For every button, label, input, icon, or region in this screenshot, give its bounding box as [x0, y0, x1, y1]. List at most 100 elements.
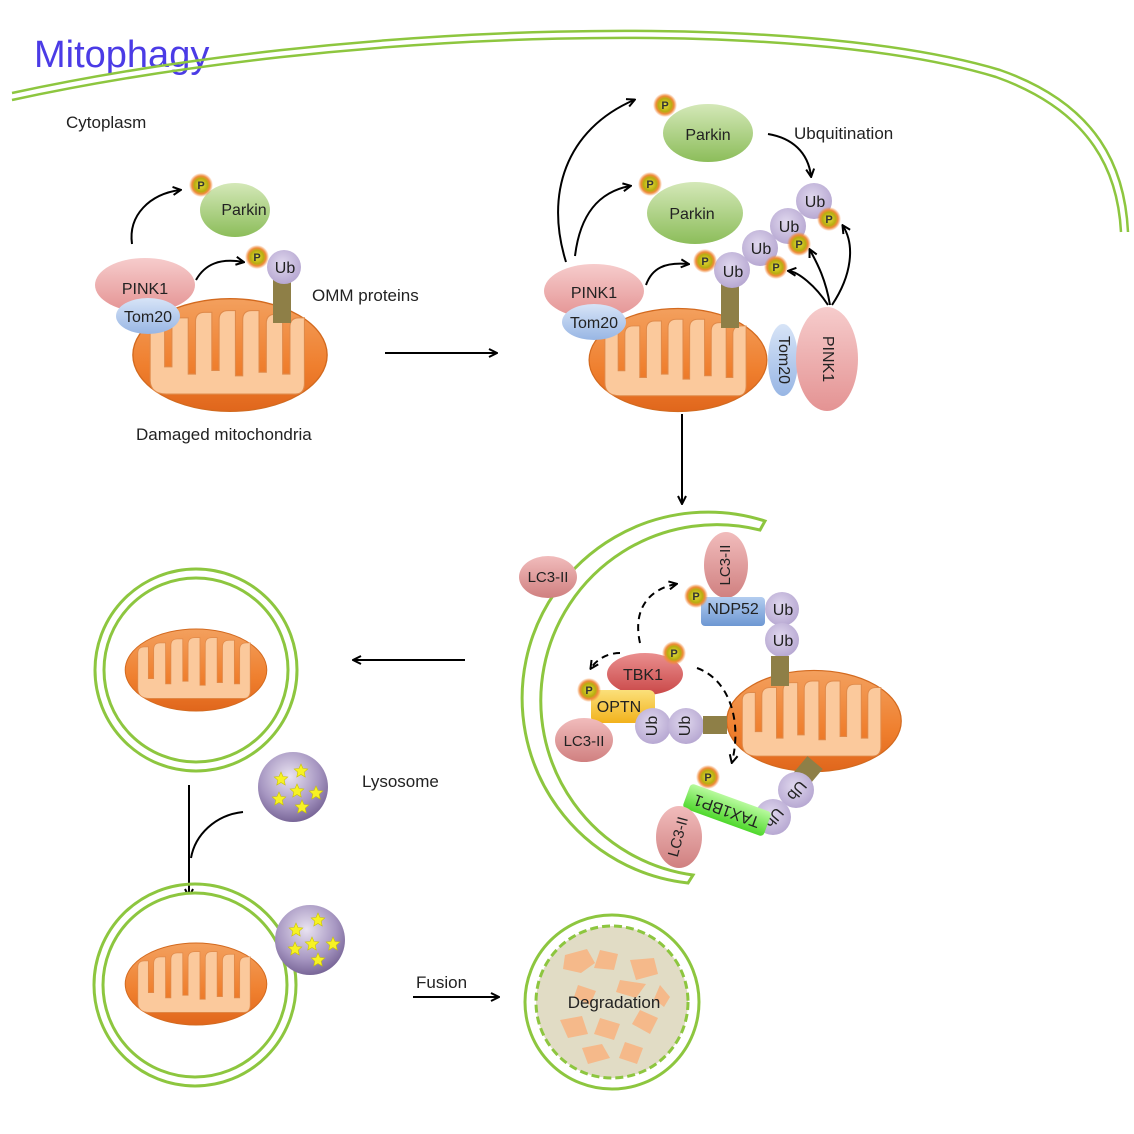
svg-text:P: P: [585, 685, 592, 697]
tax1bp1-protein: [683, 784, 771, 836]
autolysosome-outer-membrane: [523, 913, 701, 1091]
phospho-marker: P: [638, 172, 662, 196]
ndp52-label: NDP52: [707, 601, 759, 618]
arrow: [831, 226, 852, 306]
arrow: [810, 250, 831, 306]
mitochondrion: [726, 669, 902, 773]
ub-protein: [742, 230, 778, 266]
lysosome-enzymes: [287, 912, 341, 967]
svg-text:P: P: [646, 179, 653, 191]
svg-text:P: P: [661, 100, 668, 112]
degraded-fragments: [560, 949, 670, 1064]
panel-phagophore: LC3-II LC3-II NDP52 P Ub Ub TBK1 P OPTN …: [519, 510, 902, 885]
ub-label: Ub: [773, 633, 794, 650]
ub-protein: [714, 252, 750, 288]
tom20-label: Tom20: [570, 315, 618, 332]
arrow: [130, 190, 180, 245]
svg-text:P: P: [704, 772, 711, 784]
degradation-label: Degradation: [568, 993, 661, 1012]
pink1-label: PINK1: [571, 285, 617, 302]
fusion-label: Fusion: [416, 973, 467, 992]
arrow: [645, 264, 688, 286]
svg-text:P: P: [701, 256, 708, 268]
svg-text:P: P: [692, 591, 699, 603]
svg-text:P: P: [253, 252, 260, 264]
omm-protein-stalk: [721, 284, 739, 328]
lc3-label: LC3-II: [528, 569, 569, 586]
autophagosome-outer-membrane: [93, 567, 299, 773]
phospho-marker: P: [817, 207, 841, 231]
pink1-protein: [544, 264, 644, 318]
lysosome: [258, 752, 328, 822]
svg-text:P: P: [772, 262, 779, 274]
pink1-protein: [95, 258, 195, 312]
tom20-label: Tom20: [124, 309, 172, 326]
cytoplasm-label: Cytoplasm: [66, 113, 146, 132]
ub-protein: [765, 592, 799, 626]
phospho-marker: P: [189, 173, 213, 197]
lc3-protein: [656, 806, 702, 868]
cell-membrane-inner: [11, 36, 1123, 233]
panel-degradation: Degradation: [523, 913, 701, 1091]
cell-membrane-outer: [11, 29, 1130, 233]
ub-protein: [635, 708, 671, 744]
ub-protein: [267, 250, 301, 284]
panel-autophagosome: [93, 567, 299, 773]
phospho-marker: P: [693, 249, 717, 273]
optn-label: OPTN: [597, 699, 641, 716]
tom20-protein: [562, 304, 626, 340]
omm-proteins-label: OMM proteins: [312, 286, 419, 305]
lysosome-vesicle: [275, 905, 345, 975]
dashed-arrow: [696, 667, 735, 762]
arrow: [195, 261, 243, 281]
arrow: [767, 133, 811, 176]
ub-label: Ub: [644, 716, 661, 737]
dashed-arrow: [591, 652, 621, 668]
ub-label: Ub: [677, 716, 694, 737]
phagophore-membrane: [520, 510, 768, 885]
mitochondrion: [124, 628, 268, 712]
tom20-protein: [116, 298, 180, 334]
ub-label: Ub: [805, 194, 826, 211]
parkin-protein: [200, 183, 270, 237]
pink1-protein: [796, 307, 858, 411]
ubiquitination-label: Ubquitination: [794, 124, 893, 143]
parkin-protein: [663, 104, 753, 162]
phospho-marker: P: [662, 641, 686, 665]
parkin-label: Parkin: [221, 202, 266, 219]
parkin-label: Parkin: [669, 206, 714, 223]
omm-protein-stalk: [771, 656, 789, 686]
omm-protein-stalk: [273, 275, 291, 323]
damaged-mitochondria-label: Damaged mitochondria: [136, 425, 312, 444]
arrow: [789, 271, 829, 306]
pink1-label: PINK1: [819, 336, 836, 382]
phospho-marker: P: [684, 584, 708, 608]
lc3-label: LC3-II: [564, 733, 605, 750]
svg-text:P: P: [825, 214, 832, 226]
svg-text:P: P: [795, 239, 802, 251]
tbk1-label: TBK1: [623, 667, 663, 684]
lc3-protein: [704, 532, 748, 598]
ub-label: Ub: [773, 602, 794, 619]
phospho-marker: P: [787, 232, 811, 256]
tom20-protein: [768, 324, 798, 396]
phospho-marker: P: [696, 765, 720, 789]
merge-curve: [190, 811, 244, 859]
arrow: [574, 186, 630, 257]
panel-parkin-recruitment: PINK1 Tom20 Parkin Parkin P P Ub Ub Ub U…: [544, 93, 893, 413]
autophagosome-outer-membrane: [92, 882, 298, 1088]
svg-text:P: P: [197, 180, 204, 192]
omm-protein-stalk: [703, 716, 727, 734]
phospho-marker: P: [764, 255, 788, 279]
pink1-label: PINK1: [122, 281, 168, 298]
panel-autolysosome: [92, 882, 345, 1088]
phospho-marker: P: [245, 245, 269, 269]
ub-protein: [668, 708, 704, 744]
tom20-label: Tom20: [775, 336, 792, 384]
ub-label: Ub: [751, 241, 772, 258]
lc3-label: LC3-II: [717, 545, 734, 586]
ndp52-protein: [701, 597, 765, 626]
dashed-arrow: [637, 584, 676, 644]
lysosome-vesicle: [258, 752, 328, 822]
